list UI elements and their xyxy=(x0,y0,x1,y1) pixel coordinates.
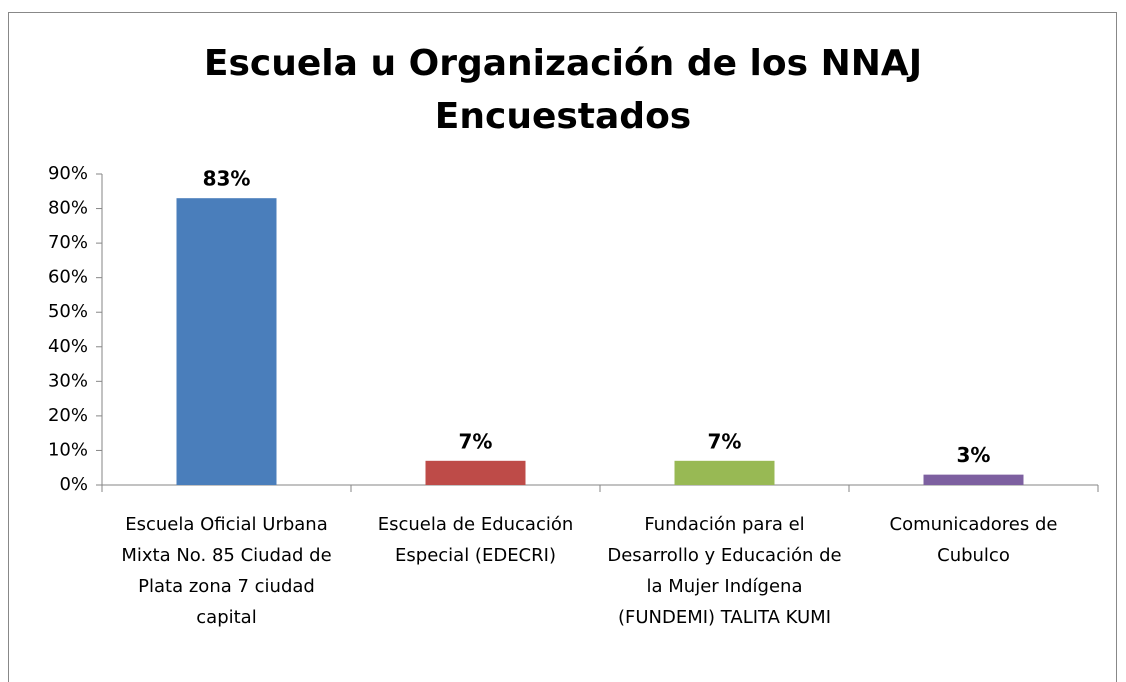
y-tick-label: 10% xyxy=(48,439,88,460)
label-line: (FUNDEMI) TALITA KUMI xyxy=(618,607,831,628)
x-tick-label: Escuela de Educación Especial (EDECRI) xyxy=(378,514,574,566)
x-tick-label: Comunicadores de Cubulco xyxy=(890,514,1058,566)
chart-title: Encuestados xyxy=(435,96,691,137)
label-line: Plata zona 7 ciudad xyxy=(138,576,315,597)
data-label: 7% xyxy=(708,429,742,453)
y-tick-label: 20% xyxy=(48,405,88,426)
label-line: Escuela Oficial Urbana xyxy=(125,514,328,535)
label-line: capital xyxy=(196,607,256,628)
bar xyxy=(674,460,775,485)
data-label: 3% xyxy=(957,443,991,467)
bar xyxy=(176,198,277,485)
label-line: Fundación para el xyxy=(644,514,804,535)
label-line: Cubulco xyxy=(937,545,1010,566)
y-tick-label: 60% xyxy=(48,267,88,288)
label-line: Desarrollo y Educación de xyxy=(607,545,841,566)
bar xyxy=(923,474,1024,485)
y-tick-label: 70% xyxy=(48,232,88,253)
data-label: 83% xyxy=(203,167,251,191)
label-line: la Mujer Indígena xyxy=(647,576,803,597)
data-label: 7% xyxy=(459,429,493,453)
y-tick-label: 0% xyxy=(59,474,88,495)
label-line: Comunicadores de xyxy=(890,514,1058,535)
y-tick-label: 30% xyxy=(48,370,88,391)
label-line: Especial (EDECRI) xyxy=(395,545,556,566)
bar xyxy=(425,460,526,485)
y-tick-label: 90% xyxy=(48,163,88,184)
chart-title: Escuela u Organización de los NNAJ xyxy=(204,43,922,84)
x-tick-label: Escuela Oficial Urbana Mixta No. 85 Ciuda… xyxy=(121,514,331,628)
label-line: Escuela de Educación xyxy=(378,514,574,535)
y-tick-label: 50% xyxy=(48,301,88,322)
y-tick-label: 40% xyxy=(48,336,88,357)
x-tick-label: Fundación para el Desarrollo y Educación … xyxy=(607,514,841,628)
y-tick-label: 80% xyxy=(48,198,88,219)
label-line: Mixta No. 85 Ciudad de xyxy=(121,545,331,566)
